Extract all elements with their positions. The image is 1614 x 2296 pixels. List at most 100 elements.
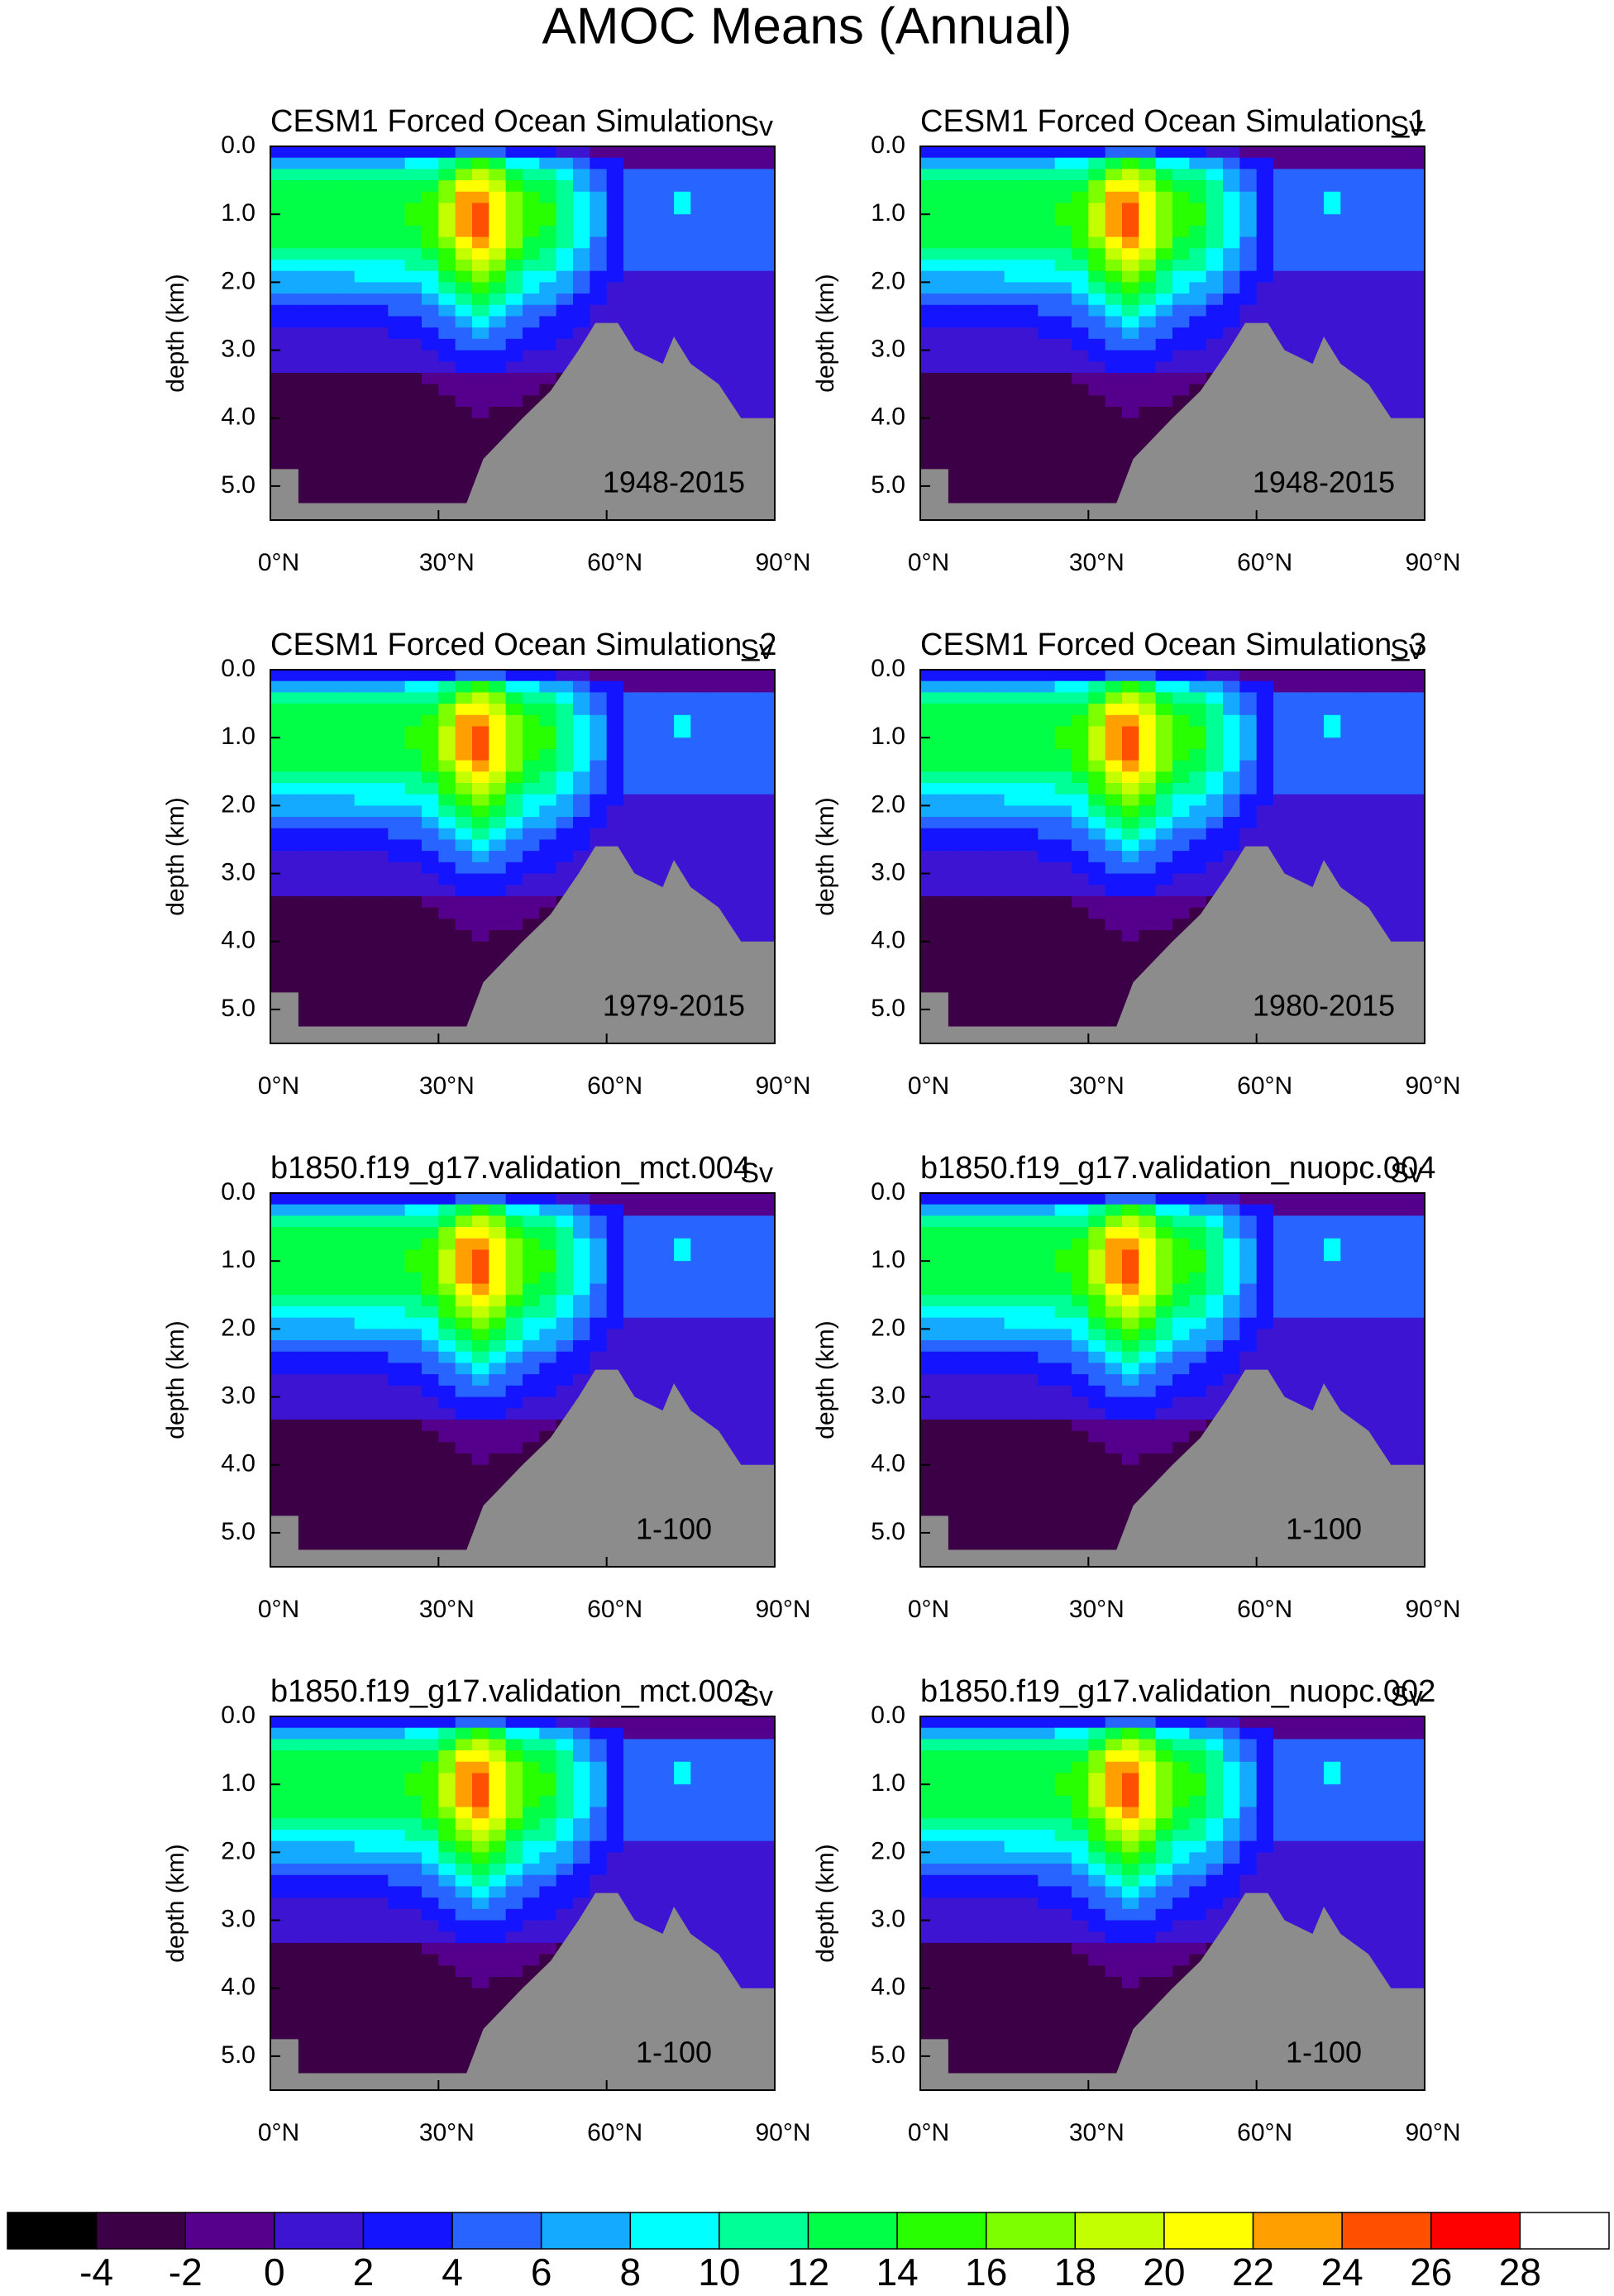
panel: 0.01.02.03.04.05.00°N 30°N 60°N 90°Nb1850.f… <box>162 1151 811 1623</box>
contour-cell <box>1122 270 1139 283</box>
y-tick-label: 0.0 <box>221 655 255 682</box>
contour-cell <box>270 817 288 829</box>
contour-cell <box>371 714 389 728</box>
contour-cell <box>1391 670 1409 682</box>
contour-cell <box>422 270 439 283</box>
contour-cell <box>707 236 725 249</box>
contour-cell <box>1004 714 1022 728</box>
contour-cell <box>505 169 523 181</box>
contour-cell <box>1223 169 1240 181</box>
contour-cell <box>523 907 540 919</box>
y-tick-label: 4.0 <box>221 403 255 431</box>
contour-cell <box>573 259 590 272</box>
panel-title: CESM1 Forced Ocean Simulation_1 <box>920 104 1427 139</box>
contour-cell <box>472 146 489 159</box>
contour-cell <box>937 817 955 829</box>
contour-cell <box>523 670 540 682</box>
contour-cell <box>1189 327 1207 340</box>
contour-cell <box>337 1227 356 1239</box>
contour-cell <box>287 714 305 728</box>
contour-cell <box>573 670 590 682</box>
contour-cell <box>321 338 338 351</box>
contour-cell <box>724 361 742 374</box>
contour-cell <box>472 157 489 169</box>
contour-cell <box>953 839 972 852</box>
contour-cell <box>937 704 955 716</box>
contour-cell <box>505 407 523 419</box>
contour-cell <box>422 986 439 999</box>
contour-cell <box>573 203 590 215</box>
contour-cell <box>472 441 489 453</box>
contour-cell <box>606 1340 624 1353</box>
contour-cell <box>270 907 288 919</box>
contour-cell <box>1290 851 1308 863</box>
contour-cell <box>590 805 608 818</box>
contour-cell <box>1223 828 1240 841</box>
contour-cell <box>270 828 288 841</box>
contour-cell <box>321 1204 338 1216</box>
contour-cell <box>455 1430 473 1443</box>
contour-cell <box>455 1204 473 1216</box>
contour-cell <box>388 282 406 294</box>
contour-cell <box>438 157 456 169</box>
contour-cell <box>287 270 305 283</box>
contour-cell <box>1256 771 1274 784</box>
contour-cell <box>1290 704 1308 716</box>
contour-cell <box>371 203 389 215</box>
contour-cell <box>472 1385 489 1398</box>
contour-cell <box>1105 748 1123 761</box>
contour-cell <box>422 1363 439 1375</box>
contour-cell <box>1391 794 1409 806</box>
contour-cell <box>455 1442 473 1454</box>
contour-cell <box>1239 157 1258 169</box>
contour-cell <box>505 203 523 215</box>
contour-cell <box>303 964 322 976</box>
contour-cell <box>303 885 322 897</box>
contour-cell <box>455 236 473 249</box>
contour-cell <box>1172 817 1190 829</box>
contour-cell <box>388 1453 406 1466</box>
contour-cell <box>1206 225 1224 238</box>
contour-cell <box>623 1261 641 1273</box>
contour-cell <box>523 919 540 931</box>
contour-cell <box>1223 259 1240 272</box>
contour-cell <box>707 1215 725 1228</box>
contour-cell <box>987 895 1005 909</box>
contour-cell <box>1290 214 1308 227</box>
contour-cell <box>1357 282 1375 294</box>
contour-cell <box>321 680 338 693</box>
contour-cell <box>388 429 406 442</box>
contour-cell <box>724 794 742 806</box>
contour-cell <box>623 180 641 193</box>
contour-cell <box>438 1453 456 1466</box>
contour-cell <box>920 294 938 306</box>
contour-cell <box>371 418 389 431</box>
contour-cell <box>472 737 489 750</box>
contour-cell <box>623 304 641 317</box>
contour-cell <box>1038 157 1056 169</box>
contour-cell <box>287 760 305 772</box>
contour-cell <box>1189 304 1207 317</box>
contour-cell <box>1340 338 1359 351</box>
contour-cell <box>539 225 557 238</box>
contour-cell <box>489 817 507 829</box>
contour-cell <box>1189 214 1207 227</box>
contour-cell <box>674 294 691 306</box>
contour-cell <box>1072 214 1089 227</box>
contour-cell <box>472 1408 489 1420</box>
contour-cell <box>303 1009 322 1022</box>
contour-cell <box>523 236 540 249</box>
contour-cell <box>640 760 658 772</box>
contour-cell <box>489 236 507 249</box>
contour-cell <box>354 873 372 885</box>
contour-cell <box>438 851 456 863</box>
contour-cell <box>1054 316 1072 328</box>
contour-cell <box>1223 316 1240 328</box>
contour-cell <box>539 191 557 204</box>
contour-cell <box>422 1521 439 1534</box>
contour-cell <box>489 748 507 761</box>
contour-cell <box>455 214 473 227</box>
contour-cell <box>1155 885 1173 897</box>
contour-cell <box>354 463 372 475</box>
contour-cell <box>987 692 1005 704</box>
